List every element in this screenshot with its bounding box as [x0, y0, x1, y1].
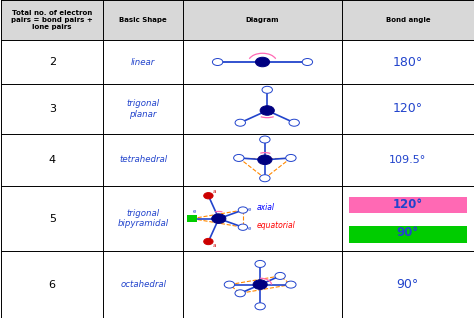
Text: e: e [247, 207, 251, 211]
Circle shape [255, 303, 265, 310]
Text: e: e [247, 226, 251, 231]
Text: axial: axial [257, 203, 275, 212]
Text: 2: 2 [49, 57, 56, 67]
Circle shape [286, 155, 296, 162]
Circle shape [262, 86, 273, 93]
Circle shape [258, 155, 272, 165]
Circle shape [260, 136, 270, 143]
Text: Total no. of electron
pairs = bond pairs +
lone pairs: Total no. of electron pairs = bond pairs… [11, 10, 93, 30]
Text: 180°: 180° [392, 56, 423, 68]
Text: 90°: 90° [397, 278, 419, 291]
Circle shape [260, 106, 274, 115]
Text: trigonal
bipyramidal: trigonal bipyramidal [118, 209, 169, 228]
Circle shape [235, 119, 246, 126]
Bar [1, 0, 474, 40]
Text: octahedral: octahedral [120, 280, 166, 289]
Text: a: a [213, 244, 217, 248]
Circle shape [253, 280, 267, 289]
Text: Basic Shape: Basic Shape [119, 17, 167, 23]
Circle shape [234, 155, 244, 162]
Text: a: a [213, 189, 217, 194]
Circle shape [260, 175, 270, 182]
Text: linear: linear [131, 58, 155, 66]
Circle shape [204, 193, 213, 199]
Text: 5: 5 [49, 214, 55, 224]
Text: equatorial: equatorial [257, 221, 296, 230]
Text: Bond angle: Bond angle [385, 17, 430, 23]
Circle shape [212, 59, 223, 66]
Circle shape [212, 214, 226, 223]
Text: Diagram: Diagram [246, 17, 279, 23]
Circle shape [224, 281, 235, 288]
Text: tetrahedral: tetrahedral [119, 155, 167, 164]
Text: 90°: 90° [397, 226, 419, 239]
Text: trigonal
planar: trigonal planar [127, 99, 160, 119]
Bar [349, 225, 467, 243]
Circle shape [286, 281, 296, 288]
Circle shape [275, 273, 285, 280]
Circle shape [255, 57, 270, 67]
Text: 120°: 120° [393, 102, 423, 115]
Bar [349, 197, 467, 213]
Text: 120°: 120° [393, 198, 423, 211]
Text: 3: 3 [49, 104, 55, 114]
Circle shape [235, 290, 246, 297]
Text: 109.5°: 109.5° [389, 155, 427, 165]
Circle shape [255, 260, 265, 267]
Circle shape [289, 119, 300, 126]
Text: 6: 6 [49, 280, 55, 290]
Text: e: e [192, 210, 196, 214]
Circle shape [302, 59, 312, 66]
Circle shape [238, 224, 247, 230]
Bar [187, 215, 197, 222]
Circle shape [238, 207, 247, 213]
Circle shape [204, 238, 213, 245]
Text: 4: 4 [49, 155, 56, 165]
